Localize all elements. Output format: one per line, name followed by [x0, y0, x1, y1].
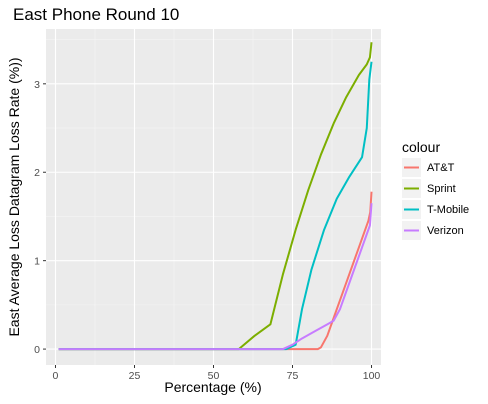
x-tick-label: 75 — [287, 370, 299, 382]
chart-title: East Phone Round 10 — [13, 5, 179, 24]
y-axis-title: East Average Loss Datagram Loss Rate (%)… — [6, 57, 22, 336]
legend-label-sprint: Sprint — [427, 183, 456, 195]
legend-label-t-mobile: T-Mobile — [427, 204, 469, 216]
legend-title: colour — [402, 139, 440, 155]
x-tick-label: 25 — [129, 370, 141, 382]
x-axis-title: Percentage (%) — [164, 379, 261, 395]
legend-label-at-t: AT&T — [427, 162, 455, 174]
y-tick-label: 0 — [34, 344, 40, 356]
legend: AT&T Sprint T-Mobile Verizon — [402, 158, 469, 240]
y-tick-label: 1 — [34, 256, 40, 268]
y-tick-label: 3 — [34, 79, 40, 91]
x-tick-label: 0 — [53, 370, 59, 382]
legend-label-verizon: Verizon — [427, 225, 464, 237]
y-tick-label: 2 — [34, 167, 40, 179]
x-tick-label: 100 — [363, 370, 381, 382]
